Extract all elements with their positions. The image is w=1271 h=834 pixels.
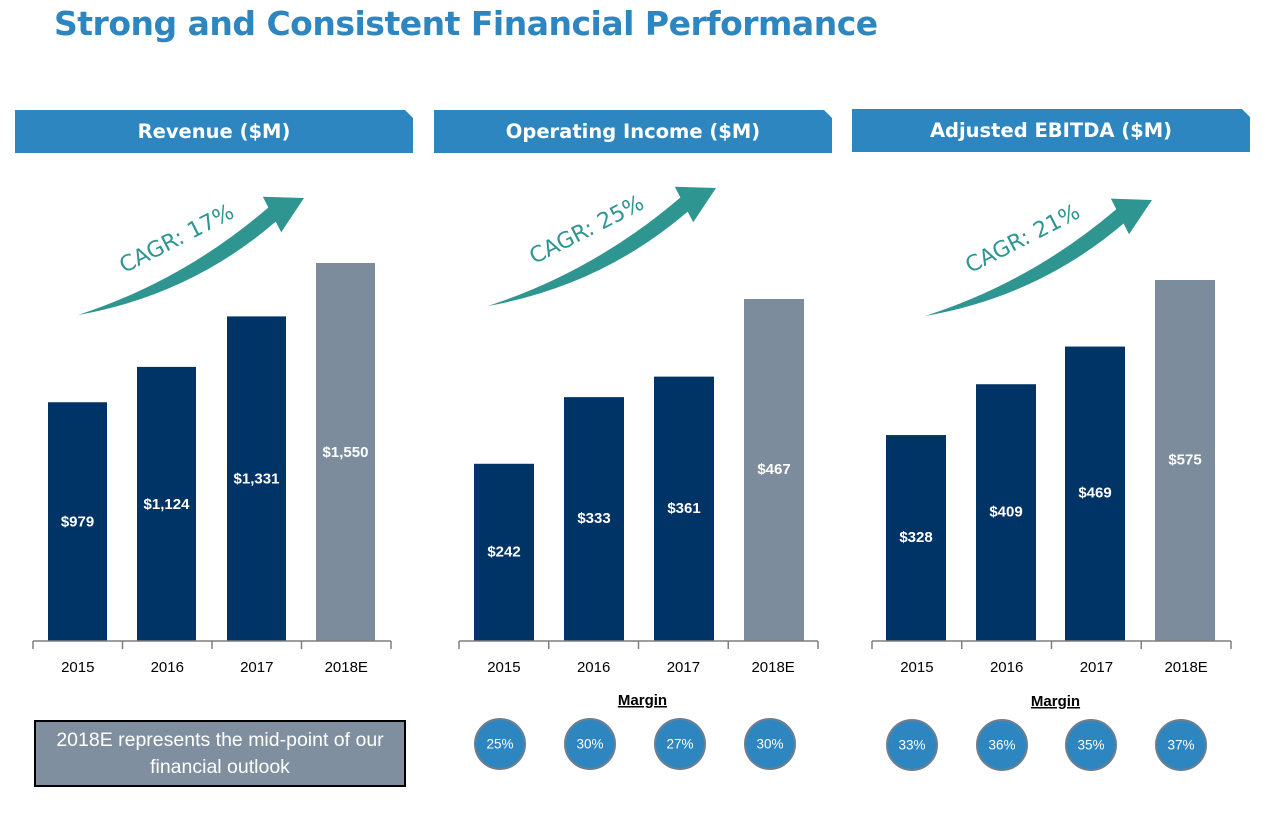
bar-value-label: $242 [487, 543, 520, 560]
margin-circle [976, 719, 1028, 771]
bar-2015 [886, 435, 946, 641]
x-tick-label: 2017 [667, 659, 700, 676]
bar-value-label: $467 [757, 461, 790, 478]
bar-value-label: $1,331 [234, 471, 280, 488]
cagr-label: CAGR: 21% [962, 200, 1085, 279]
bar-value-label: $333 [577, 510, 610, 527]
bar-value-label: $1,550 [323, 444, 369, 461]
margin-heading: Margin [618, 692, 667, 709]
outlook-note: 2018E represents the mid-point of our fi… [34, 720, 406, 787]
bar-2017 [1065, 346, 1125, 641]
bar-2016 [976, 384, 1036, 641]
bar-2017 [654, 376, 714, 641]
margin-circle [654, 718, 706, 770]
margin-circle [886, 719, 938, 771]
margin-value: 35% [1077, 738, 1104, 753]
margin-heading: Margin [1031, 693, 1080, 710]
ebitda-chart-banner: Adjusted EBITDA ($M) [852, 109, 1250, 152]
bar-value-label: $575 [1168, 451, 1201, 468]
bar-value-label: $1,124 [144, 496, 191, 513]
cagr-label: CAGR: 25% [526, 191, 649, 270]
margin-value: 30% [576, 737, 603, 752]
x-tick-label: 2018E [325, 659, 368, 676]
growth-arrow-icon [78, 196, 304, 315]
bar-2015 [48, 402, 107, 641]
margin-circle [474, 718, 526, 770]
margin-value: 27% [666, 737, 693, 752]
bar-2015 [474, 463, 534, 641]
chart-0: CAGR: 17% $979 2015 $1,124 2016 $1,331 2017 $1,… [32, 196, 392, 676]
revenue-chart-banner: Revenue ($M) [15, 110, 413, 153]
margin-value: 33% [898, 738, 925, 753]
growth-arrow-icon [925, 198, 1152, 316]
bar-2018E [1155, 280, 1215, 641]
outlook-note-text: 2018E represents the mid-point of our fi… [56, 728, 384, 778]
margin-value: 36% [988, 738, 1015, 753]
bar-2017 [227, 316, 286, 641]
bar-2016 [564, 397, 624, 641]
cagr-label: CAGR: 17% [116, 200, 239, 279]
bar-value-label: $409 [989, 504, 1022, 521]
bar-value-label: $328 [899, 529, 932, 546]
bar-2018E [744, 299, 804, 641]
bar-value-label: $979 [61, 514, 94, 531]
x-tick-label: 2017 [1080, 659, 1113, 676]
x-tick-label: 2018E [1164, 659, 1207, 676]
x-tick-label: 2015 [900, 659, 933, 676]
x-tick-label: 2017 [240, 659, 273, 676]
bar-2016 [137, 366, 196, 641]
bar-value-label: $469 [1078, 485, 1111, 502]
growth-arrow-icon [488, 186, 716, 306]
margin-circle [744, 718, 796, 770]
bar-value-label: $361 [667, 500, 700, 517]
page-title: Strong and Consistent Financial Performa… [54, 4, 878, 43]
margin-circle [564, 718, 616, 770]
chart-2: CAGR: 21% $328 2015 $409 2016 $469 2017 $575 201… [871, 198, 1232, 771]
operating-income-chart-banner: Operating Income ($M) [434, 110, 832, 153]
x-tick-label: 2018E [751, 659, 794, 676]
margin-value: 30% [756, 737, 783, 752]
x-tick-label: 2015 [61, 659, 94, 676]
margin-value: 25% [486, 737, 513, 752]
x-tick-label: 2016 [990, 659, 1023, 676]
bar-2018E [316, 263, 375, 641]
margin-circle [1065, 719, 1117, 771]
x-tick-label: 2015 [487, 659, 520, 676]
x-tick-label: 2016 [151, 659, 184, 676]
margin-circle [1155, 719, 1207, 771]
chart-1: CAGR: 25% $242 2015 $333 2016 $361 2017 $467 201… [458, 186, 819, 770]
margin-value: 37% [1167, 738, 1194, 753]
x-tick-label: 2016 [577, 659, 610, 676]
